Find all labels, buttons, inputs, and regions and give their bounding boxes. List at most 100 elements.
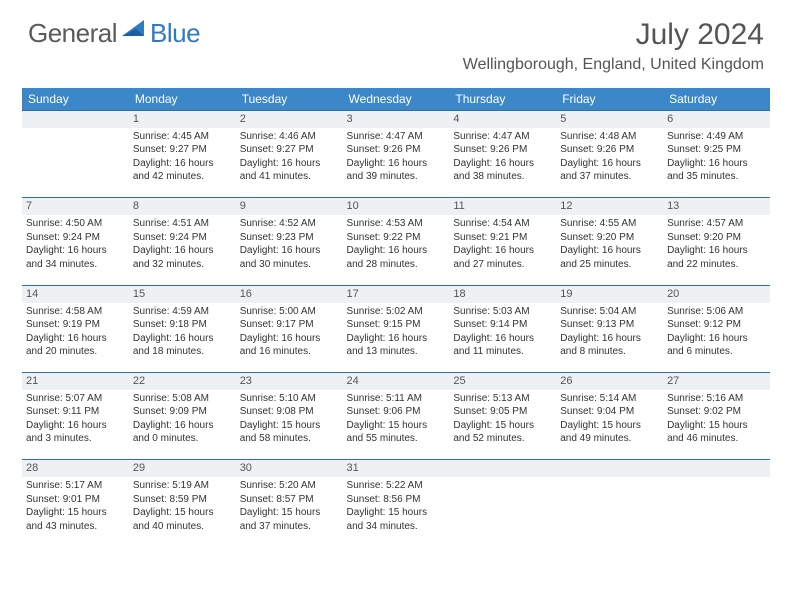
sunset-line: Sunset: 9:26 PM	[453, 143, 552, 157]
day-number-row: 21222324252627	[22, 373, 770, 390]
day-number-cell: 5	[556, 111, 663, 128]
calendar-table: SundayMondayTuesdayWednesdayThursdayFrid…	[22, 88, 770, 547]
day-cell: Sunrise: 4:55 AMSunset: 9:20 PMDaylight:…	[556, 215, 663, 285]
sunset-line: Sunset: 9:23 PM	[240, 231, 339, 245]
sunrise-line: Sunrise: 4:45 AM	[133, 130, 232, 144]
day-number-cell: 24	[343, 373, 450, 390]
header: General Blue July 2024 Wellingborough, E…	[0, 0, 792, 80]
day-number-cell: 30	[236, 460, 343, 477]
sunset-line: Sunset: 9:08 PM	[240, 405, 339, 419]
sunset-line: Sunset: 9:27 PM	[133, 143, 232, 157]
sunrise-line: Sunrise: 4:53 AM	[347, 217, 446, 231]
day-number-cell: 3	[343, 111, 450, 128]
daylight-line: Daylight: 15 hours and 49 minutes.	[560, 419, 659, 446]
day-number-cell: 10	[343, 198, 450, 215]
sunset-line: Sunset: 9:09 PM	[133, 405, 232, 419]
sunrise-line: Sunrise: 5:19 AM	[133, 479, 232, 493]
day-content-row: Sunrise: 4:50 AMSunset: 9:24 PMDaylight:…	[22, 215, 770, 285]
sunrise-line: Sunrise: 4:58 AM	[26, 305, 125, 319]
daylight-line: Daylight: 16 hours and 25 minutes.	[560, 244, 659, 271]
day-number-cell: 17	[343, 285, 450, 302]
logo-text-general: General	[28, 18, 117, 49]
day-number-cell: 11	[449, 198, 556, 215]
day-number-row: 14151617181920	[22, 285, 770, 302]
day-cell: Sunrise: 5:13 AMSunset: 9:05 PMDaylight:…	[449, 390, 556, 460]
day-number-cell: 19	[556, 285, 663, 302]
day-cell: Sunrise: 4:46 AMSunset: 9:27 PMDaylight:…	[236, 128, 343, 198]
weekday-header: Monday	[129, 88, 236, 111]
day-cell: Sunrise: 5:02 AMSunset: 9:15 PMDaylight:…	[343, 303, 450, 373]
daylight-line: Daylight: 16 hours and 18 minutes.	[133, 332, 232, 359]
sunset-line: Sunset: 8:56 PM	[347, 493, 446, 507]
daylight-line: Daylight: 16 hours and 11 minutes.	[453, 332, 552, 359]
sunrise-line: Sunrise: 5:10 AM	[240, 392, 339, 406]
day-number-cell: 21	[22, 373, 129, 390]
sunrise-line: Sunrise: 4:50 AM	[26, 217, 125, 231]
sunset-line: Sunset: 8:59 PM	[133, 493, 232, 507]
daylight-line: Daylight: 15 hours and 52 minutes.	[453, 419, 552, 446]
daylight-line: Daylight: 16 hours and 20 minutes.	[26, 332, 125, 359]
daylight-line: Daylight: 16 hours and 39 minutes.	[347, 157, 446, 184]
weekday-header: Friday	[556, 88, 663, 111]
sunset-line: Sunset: 9:05 PM	[453, 405, 552, 419]
sunrise-line: Sunrise: 4:46 AM	[240, 130, 339, 144]
day-cell: Sunrise: 5:06 AMSunset: 9:12 PMDaylight:…	[663, 303, 770, 373]
day-cell: Sunrise: 4:48 AMSunset: 9:26 PMDaylight:…	[556, 128, 663, 198]
daylight-line: Daylight: 15 hours and 34 minutes.	[347, 506, 446, 533]
day-number-cell: 23	[236, 373, 343, 390]
sunrise-line: Sunrise: 4:47 AM	[347, 130, 446, 144]
sunset-line: Sunset: 9:20 PM	[560, 231, 659, 245]
sunrise-line: Sunrise: 4:52 AM	[240, 217, 339, 231]
sunrise-line: Sunrise: 4:54 AM	[453, 217, 552, 231]
day-cell: Sunrise: 4:52 AMSunset: 9:23 PMDaylight:…	[236, 215, 343, 285]
daylight-line: Daylight: 16 hours and 42 minutes.	[133, 157, 232, 184]
daylight-line: Daylight: 16 hours and 38 minutes.	[453, 157, 552, 184]
sunset-line: Sunset: 9:17 PM	[240, 318, 339, 332]
sunset-line: Sunset: 9:26 PM	[347, 143, 446, 157]
day-number-cell	[22, 111, 129, 128]
daylight-line: Daylight: 15 hours and 58 minutes.	[240, 419, 339, 446]
sunset-line: Sunset: 9:24 PM	[133, 231, 232, 245]
sunset-line: Sunset: 9:12 PM	[667, 318, 766, 332]
day-cell	[449, 477, 556, 547]
day-number-cell: 7	[22, 198, 129, 215]
sunset-line: Sunset: 9:02 PM	[667, 405, 766, 419]
day-cell	[556, 477, 663, 547]
sunrise-line: Sunrise: 4:51 AM	[133, 217, 232, 231]
sunrise-line: Sunrise: 4:48 AM	[560, 130, 659, 144]
day-number-cell: 2	[236, 111, 343, 128]
daylight-line: Daylight: 16 hours and 0 minutes.	[133, 419, 232, 446]
sunrise-line: Sunrise: 5:20 AM	[240, 479, 339, 493]
day-cell: Sunrise: 5:08 AMSunset: 9:09 PMDaylight:…	[129, 390, 236, 460]
sunrise-line: Sunrise: 5:16 AM	[667, 392, 766, 406]
day-number-cell: 20	[663, 285, 770, 302]
daylight-line: Daylight: 16 hours and 8 minutes.	[560, 332, 659, 359]
day-number-cell: 26	[556, 373, 663, 390]
day-cell: Sunrise: 4:51 AMSunset: 9:24 PMDaylight:…	[129, 215, 236, 285]
day-content-row: Sunrise: 5:07 AMSunset: 9:11 PMDaylight:…	[22, 390, 770, 460]
daylight-line: Daylight: 15 hours and 37 minutes.	[240, 506, 339, 533]
day-cell: Sunrise: 5:22 AMSunset: 8:56 PMDaylight:…	[343, 477, 450, 547]
day-cell: Sunrise: 4:49 AMSunset: 9:25 PMDaylight:…	[663, 128, 770, 198]
weekday-header: Sunday	[22, 88, 129, 111]
day-number-cell: 25	[449, 373, 556, 390]
day-number-cell: 4	[449, 111, 556, 128]
sunset-line: Sunset: 9:24 PM	[26, 231, 125, 245]
sunset-line: Sunset: 9:04 PM	[560, 405, 659, 419]
day-cell: Sunrise: 4:47 AMSunset: 9:26 PMDaylight:…	[449, 128, 556, 198]
day-number-cell: 15	[129, 285, 236, 302]
sunrise-line: Sunrise: 4:49 AM	[667, 130, 766, 144]
daylight-line: Daylight: 15 hours and 43 minutes.	[26, 506, 125, 533]
day-cell: Sunrise: 5:16 AMSunset: 9:02 PMDaylight:…	[663, 390, 770, 460]
day-cell: Sunrise: 5:11 AMSunset: 9:06 PMDaylight:…	[343, 390, 450, 460]
day-content-row: Sunrise: 4:45 AMSunset: 9:27 PMDaylight:…	[22, 128, 770, 198]
sunrise-line: Sunrise: 4:57 AM	[667, 217, 766, 231]
day-cell: Sunrise: 5:17 AMSunset: 9:01 PMDaylight:…	[22, 477, 129, 547]
daylight-line: Daylight: 16 hours and 34 minutes.	[26, 244, 125, 271]
location-text: Wellingborough, England, United Kingdom	[463, 56, 764, 74]
day-cell	[22, 128, 129, 198]
day-cell: Sunrise: 4:57 AMSunset: 9:20 PMDaylight:…	[663, 215, 770, 285]
sunrise-line: Sunrise: 5:06 AM	[667, 305, 766, 319]
day-number-cell	[556, 460, 663, 477]
sunrise-line: Sunrise: 5:13 AM	[453, 392, 552, 406]
